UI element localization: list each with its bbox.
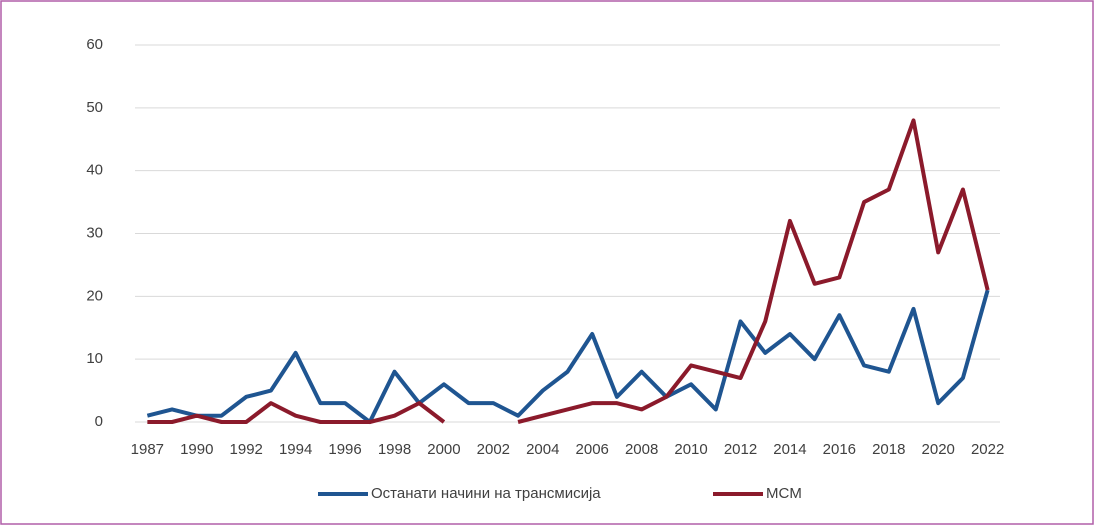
- x-tick-label: 2004: [526, 441, 559, 458]
- x-tick-label: 2016: [823, 441, 856, 458]
- x-tick-label: 2012: [724, 441, 757, 458]
- y-tick-label: 40: [86, 162, 103, 179]
- x-tick-label: 2000: [427, 441, 460, 458]
- data-line: [146, 289, 990, 424]
- y-tick-label: 30: [86, 224, 103, 241]
- x-tick-label: 1990: [180, 441, 213, 458]
- x-tick-label: 2018: [872, 441, 905, 458]
- x-tick-label: 2008: [625, 441, 658, 458]
- legend-label: Останати начини на трансмисија: [371, 485, 601, 502]
- x-tick-label: 2020: [922, 441, 955, 458]
- y-tick-label: 20: [86, 287, 103, 304]
- x-tick-label: 2014: [773, 441, 806, 458]
- x-tick-label: 1987: [131, 441, 164, 458]
- legend-label: MCM: [766, 485, 802, 502]
- x-tick-label: 1992: [230, 441, 263, 458]
- x-tick-label: 2022: [971, 441, 1004, 458]
- y-tick-label: 0: [95, 413, 103, 430]
- x-tick-label: 2010: [674, 441, 707, 458]
- y-tick-label: 60: [86, 36, 103, 53]
- y-tick-label: 10: [86, 350, 103, 367]
- x-tick-label: 1996: [328, 441, 361, 458]
- x-tick-label: 2002: [477, 441, 510, 458]
- x-tick-label: 1998: [378, 441, 411, 458]
- x-tick-label: 1994: [279, 441, 312, 458]
- data-line: [147, 118, 990, 424]
- x-tick-label: 2006: [576, 441, 609, 458]
- y-tick-label: 50: [86, 99, 103, 116]
